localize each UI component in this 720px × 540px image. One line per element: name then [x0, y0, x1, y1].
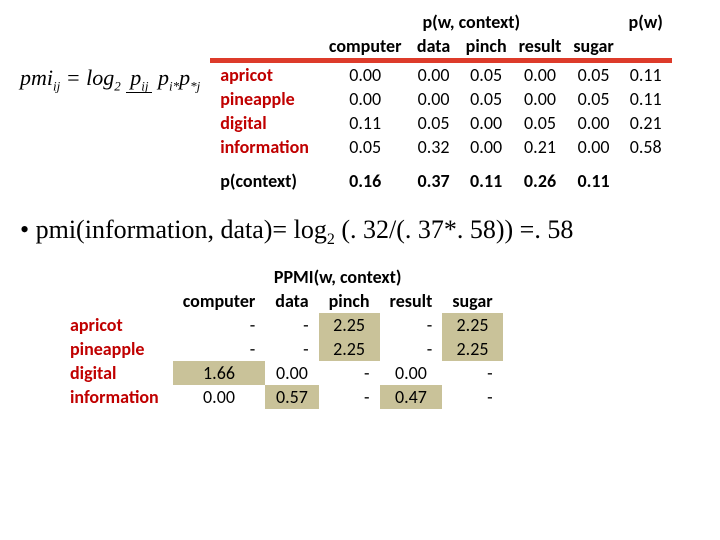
pwc-table: p(w, context) p(w) computer data pinch r… [210, 10, 671, 193]
col-header: sugar [442, 289, 502, 313]
col-header: pinch [319, 289, 380, 313]
table-row: information 0.00 0.57 - 0.47 - [60, 385, 503, 409]
ppmi-table: PPMI(w, context) computer data pinch res… [60, 265, 503, 409]
col-header: pinch [460, 34, 513, 61]
table-row: information 0.050.320.000.210.00 0.58 [210, 135, 671, 159]
col-header: data [407, 34, 459, 61]
col-header: computer [323, 34, 408, 61]
table-row: pineapple - - 2.25 - 2.25 [60, 337, 503, 361]
col-header: sugar [567, 34, 619, 61]
table-row: digital 1.66 0.00 - 0.00 - [60, 361, 503, 385]
header-ppmi: PPMI(w, context) [173, 265, 503, 289]
table-row: apricot - - 2.25 - 2.25 [60, 313, 503, 337]
col-header: result [380, 289, 443, 313]
pcontext-row: p(context) 0.16 0.37 0.11 0.26 0.11 [210, 169, 671, 193]
pmi-formula: pmiij = log2 pij pi*p*j [20, 65, 200, 94]
header-pw: p(w) [620, 10, 672, 34]
header-pwc: p(w, context) [323, 10, 620, 34]
col-header: result [513, 34, 568, 61]
col-header: computer [173, 289, 266, 313]
table-row: apricot 0.000.000.050.000.05 0.11 [210, 63, 671, 87]
col-header: data [265, 289, 318, 313]
table-row: digital 0.110.050.000.050.00 0.21 [210, 111, 671, 135]
table-row: pineapple 0.000.000.050.000.05 0.11 [210, 87, 671, 111]
pmi-equation-line: • pmi(information, data)= log2 (. 32/(. … [20, 215, 700, 249]
